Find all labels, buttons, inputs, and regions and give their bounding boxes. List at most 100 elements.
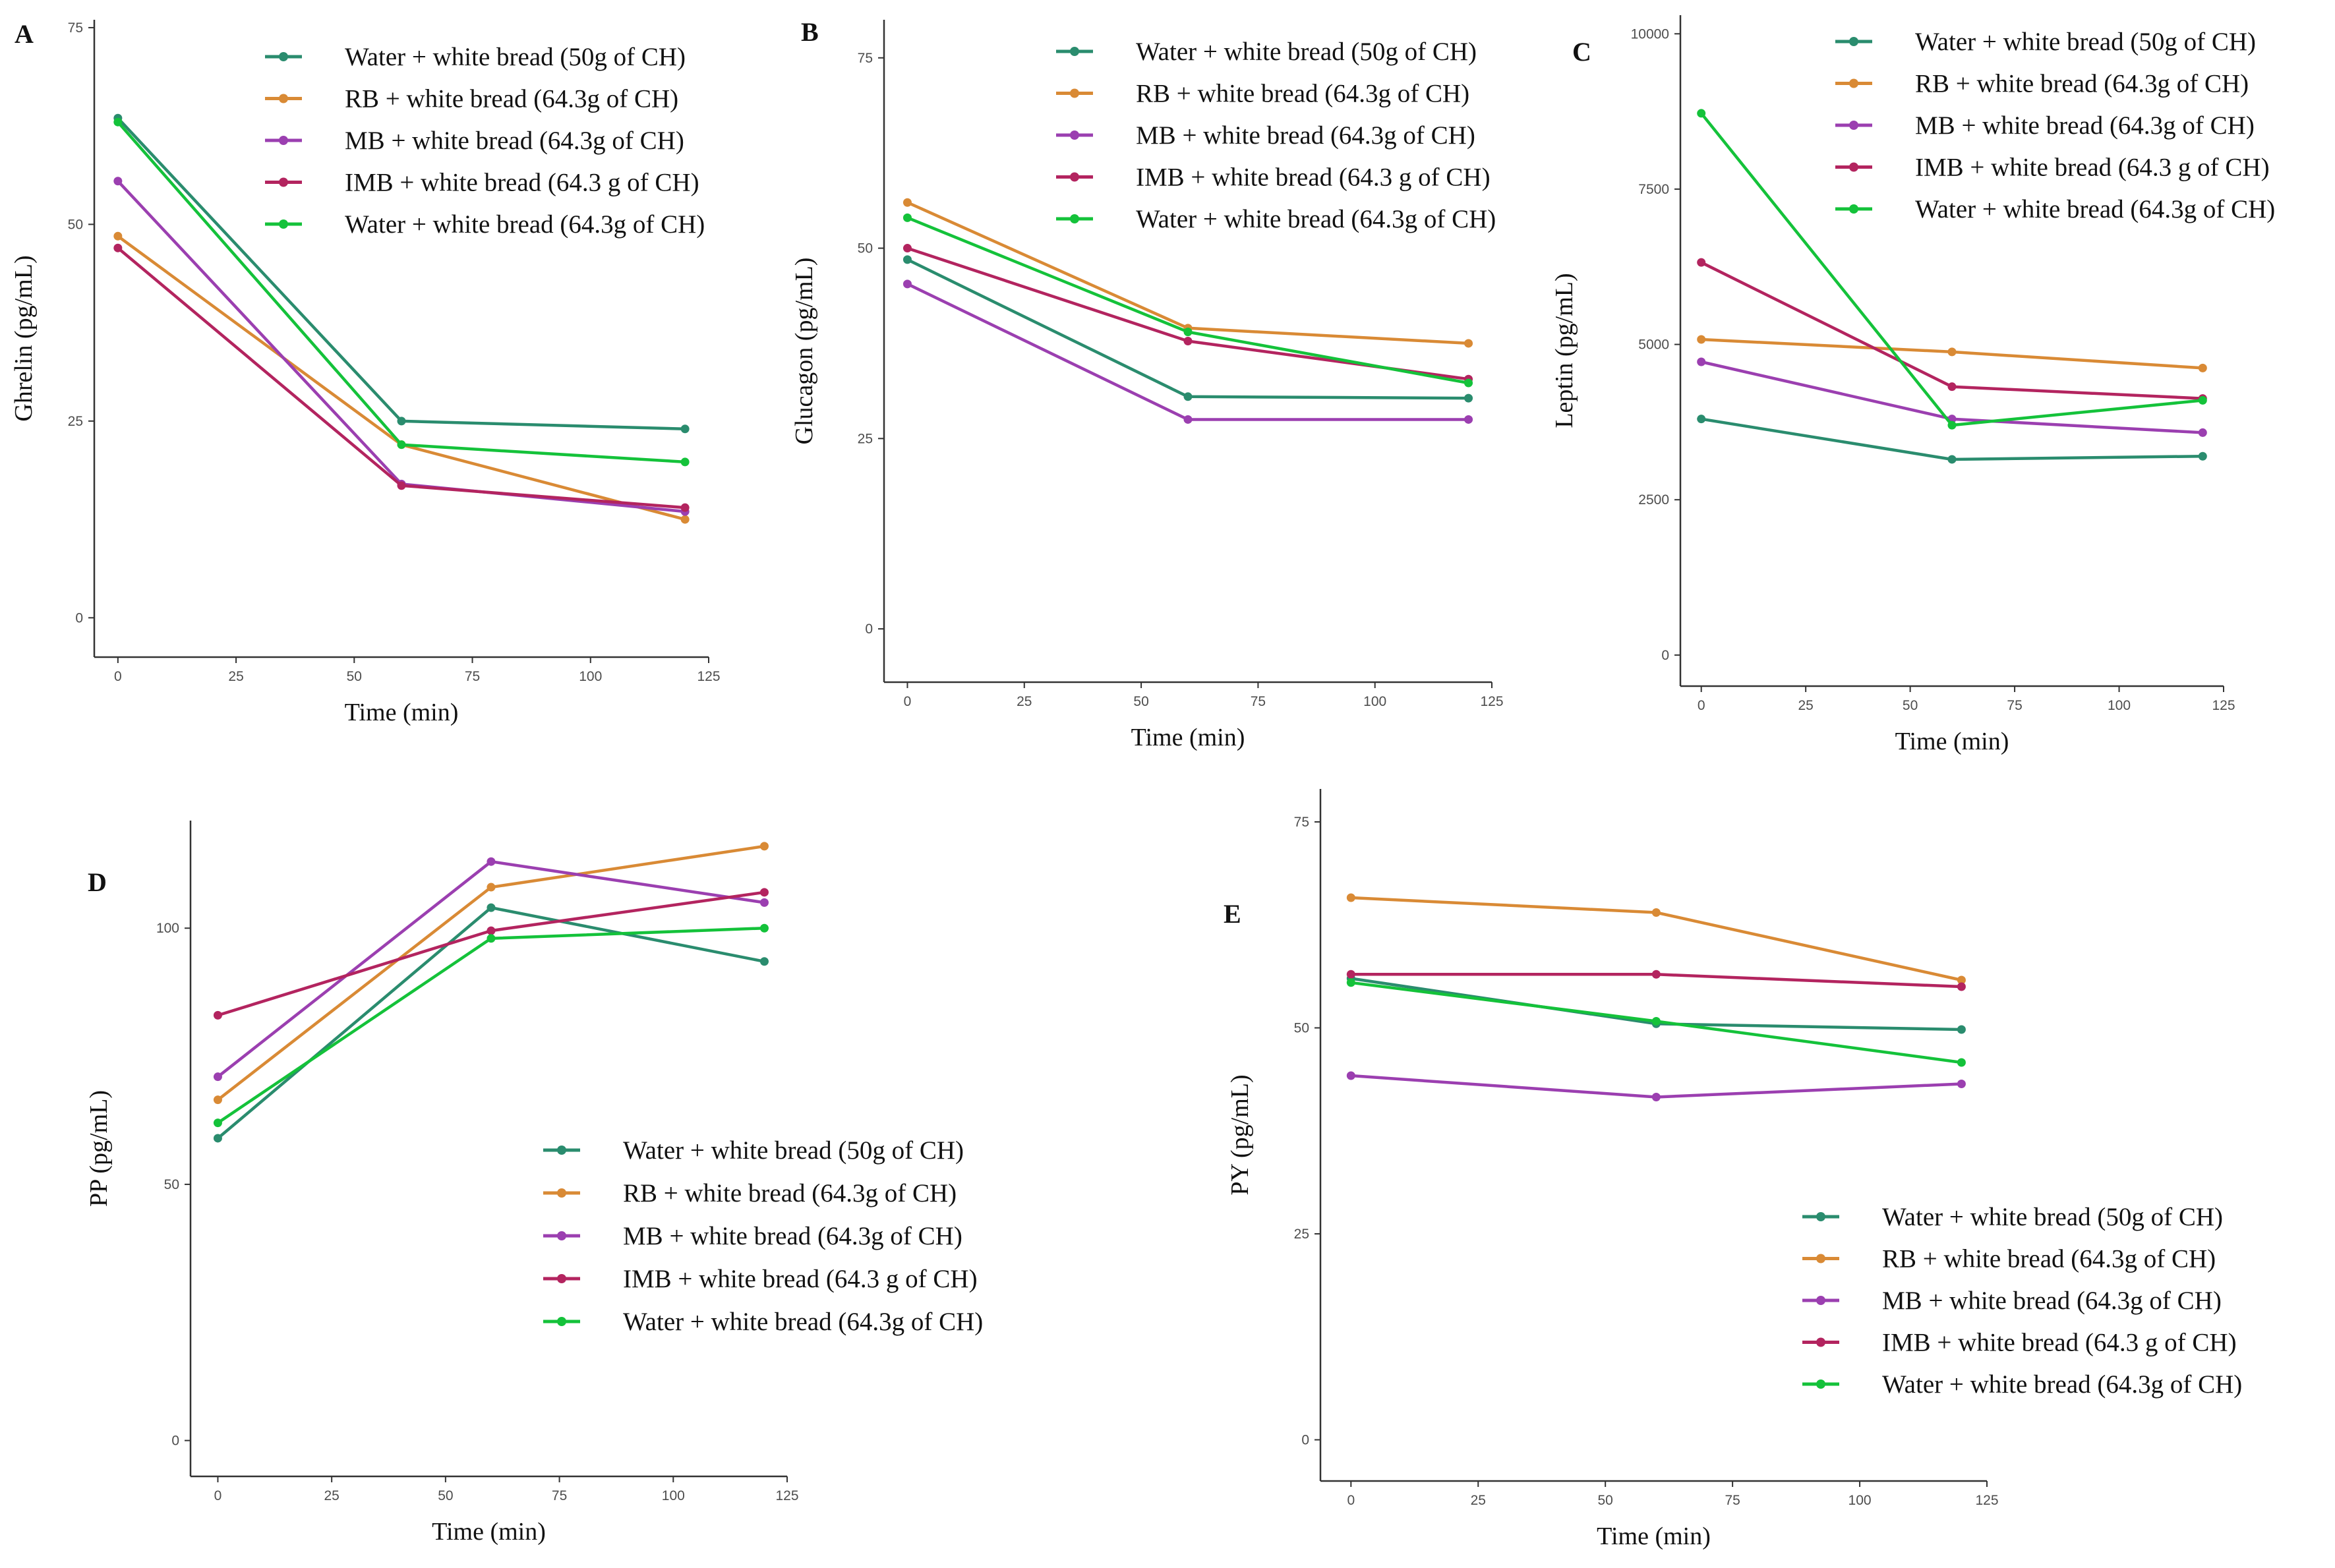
data-point [1183, 415, 1193, 424]
data-point [680, 515, 690, 524]
data-point [1697, 109, 1706, 118]
legend: Water + white bread (50g of CH) RB + whit… [1802, 1203, 2242, 1399]
data-point [902, 244, 912, 253]
legend-key-point [557, 1274, 566, 1283]
legend-key-point [1849, 162, 1858, 172]
legend-item: IMB + white bread (64.3 g of CH) [1835, 154, 2270, 182]
legend-label: RB + white bread (64.3g of CH) [623, 1179, 957, 1207]
data-point [1346, 893, 1355, 902]
data-point [1947, 421, 1957, 430]
series-5 [1697, 109, 2207, 430]
series-line [216, 859, 766, 1078]
legend-label: Water + white bread (50g of CH) [1915, 28, 2256, 56]
legend-key-point [1816, 1296, 1825, 1305]
data-point [680, 457, 690, 467]
legend-item: IMB + white bread (64.3 g of CH) [265, 169, 699, 197]
legend-item: Water + white bread (64.3g of CH) [1056, 205, 1496, 233]
data-point [1183, 392, 1193, 401]
legend-key-point [1849, 37, 1858, 46]
series-4 [113, 243, 690, 512]
legend-label: RB + white bread (64.3g of CH) [1136, 80, 1469, 108]
legend-item: RB + white bread (64.3g of CH) [1802, 1245, 2216, 1273]
data-point [213, 1118, 222, 1128]
y-tick-label: 0 [1301, 1433, 1309, 1448]
data-point [902, 198, 912, 207]
legend-key-point [1070, 131, 1079, 140]
x-tick-label: 75 [1251, 694, 1266, 709]
x-tick-label: 25 [1017, 694, 1032, 709]
y-axis-title: Glucagon (pg/mL) [790, 258, 818, 445]
data-point [1651, 1017, 1661, 1026]
x-tick-label: 125 [697, 669, 720, 684]
data-point [759, 842, 769, 851]
legend-key-point [279, 94, 288, 103]
legend-item: RB + white bread (64.3g of CH) [543, 1179, 957, 1207]
legend-label: Water + white bread (64.3g of CH) [345, 210, 705, 239]
panel-a: A 0 25 50 75 0 25 50 75 100 125 Time (min) Ghrelin (… [10, 19, 721, 726]
panel-b: B 0 25 50 75 0 25 50 75 100 125 Time (min) Glucagon … [790, 17, 1504, 751]
data-point [2198, 363, 2207, 372]
legend-key-point [1070, 172, 1079, 182]
legend-key-point [279, 136, 288, 145]
x-tick-label: 75 [552, 1488, 567, 1503]
x-tick-label: 100 [2108, 698, 2131, 713]
data-point [1697, 258, 1706, 267]
data-point [1957, 982, 1966, 991]
x-axis-title: Time (min) [1597, 1523, 1711, 1550]
legend-label: IMB + white bread (64.3 g of CH) [1136, 163, 1491, 192]
legend-item: MB + white bread (64.3g of CH) [1835, 111, 2255, 140]
panel-e: E 0 25 50 75 0 25 50 75 100 125 Time (min) PY (pg/mL… [1224, 789, 2242, 1550]
x-tick-label: 100 [579, 669, 602, 684]
x-tick-label: 0 [114, 669, 122, 684]
series-line [216, 926, 766, 1124]
legend: Water + white bread (50g of CH) RB + whit… [543, 1136, 983, 1336]
data-point [397, 481, 406, 490]
data-point [487, 926, 496, 935]
legend-label: RB + white bread (64.3g of CH) [1882, 1245, 2216, 1273]
y-tick-label: 0 [75, 610, 83, 625]
series-line [116, 246, 687, 509]
legend-label: Water + white bread (50g of CH) [1882, 1203, 2223, 1231]
y-tick-label: 50 [1294, 1021, 1309, 1036]
data-point [1464, 393, 1473, 403]
data-point [902, 279, 912, 289]
data-point [1183, 336, 1193, 345]
series-1 [113, 113, 690, 434]
series-4 [213, 888, 769, 1020]
legend: Water + white bread (50g of CH) RB + whit… [1835, 28, 2275, 223]
x-tick-label: 75 [1725, 1493, 1740, 1508]
data-point [1346, 1071, 1355, 1080]
data-point [487, 857, 496, 866]
x-tick-label: 25 [1798, 698, 1813, 713]
data-point [1464, 339, 1473, 348]
y-tick-label: 75 [1294, 815, 1309, 830]
y-tick-label: 50 [68, 217, 83, 232]
legend-key-point [279, 219, 288, 229]
data-point [680, 424, 690, 434]
y-axis-title: Ghrelin (pg/mL) [10, 255, 38, 421]
data-point [487, 934, 496, 943]
legend-item: RB + white bread (64.3g of CH) [1056, 80, 1469, 108]
legend-item: Water + white bread (50g of CH) [1835, 28, 2256, 56]
y-tick-label: 5000 [1638, 337, 1669, 353]
legend-item: Water + white bread (64.3g of CH) [1802, 1370, 2242, 1399]
data-point [1947, 455, 1957, 464]
y-tick-label: 25 [858, 431, 873, 446]
legend-label: Water + white bread (64.3g of CH) [1882, 1370, 2242, 1399]
x-axis-title: Time (min) [1895, 728, 2009, 755]
series-5 [1346, 978, 1966, 1067]
data-point [1697, 415, 1706, 424]
series-4 [902, 244, 1473, 384]
legend-item: MB + white bread (64.3g of CH) [543, 1222, 962, 1250]
x-tick-label: 75 [2007, 698, 2022, 713]
x-tick-label: 0 [1347, 1493, 1355, 1508]
legend-key-point [1849, 204, 1858, 214]
data-point [1947, 382, 1957, 392]
data-point [213, 1134, 222, 1143]
legend-label: Water + white bread (64.3g of CH) [1915, 195, 2275, 223]
y-tick-label: 7500 [1638, 182, 1669, 197]
panel-letter: A [15, 19, 34, 49]
legend-item: Water + white bread (50g of CH) [265, 43, 686, 71]
legend-key-point [557, 1146, 566, 1155]
